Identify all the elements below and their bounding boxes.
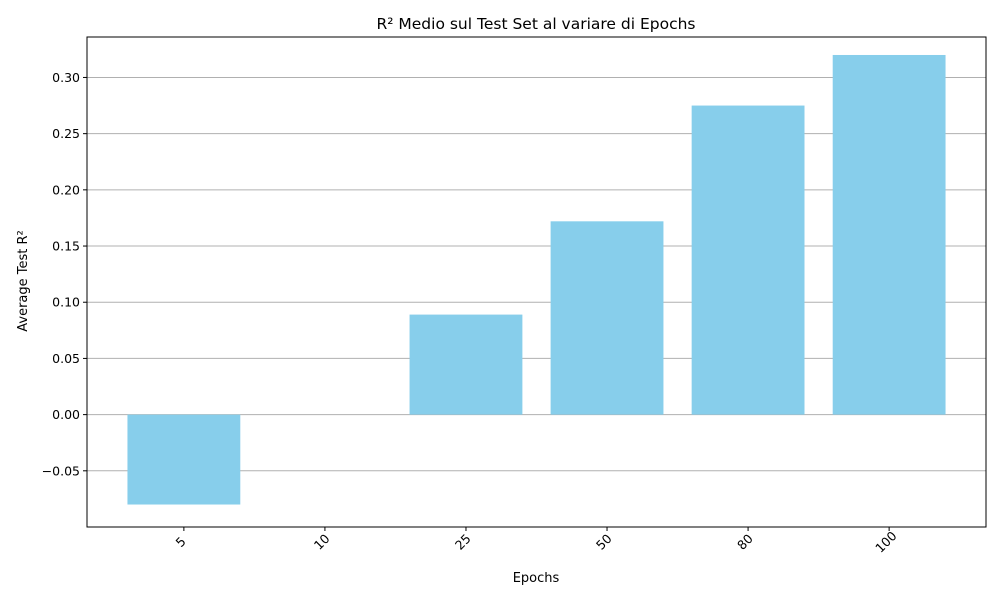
y-tick-label: 0.05 — [52, 351, 80, 366]
y-tick-label: 0.10 — [52, 295, 80, 310]
y-axis-label: Average Test R² — [16, 230, 31, 332]
y-tick-label: 0.25 — [52, 126, 80, 141]
x-axis-label: Epochs — [513, 571, 560, 586]
y-axis-ticks: −0.05 0.00 0.05 0.10 0.15 0.20 0.25 0.30 — [42, 70, 87, 478]
y-tick-label: 0.00 — [52, 407, 80, 422]
y-tick-label: 0.15 — [52, 239, 80, 254]
plot-frame — [86, 36, 987, 528]
bar-50 — [550, 221, 664, 415]
y-tick-label: 0.30 — [52, 70, 80, 85]
y-tick-label: −0.05 — [42, 463, 80, 478]
chart-title: R² Medio sul Test Set al variare di Epoc… — [376, 15, 695, 33]
bar-layer — [127, 54, 946, 505]
bar-25 — [409, 314, 523, 415]
bar-80 — [691, 105, 805, 415]
bar-5 — [127, 414, 241, 505]
bar-100 — [832, 54, 946, 415]
y-tick-label: 0.20 — [52, 182, 80, 197]
